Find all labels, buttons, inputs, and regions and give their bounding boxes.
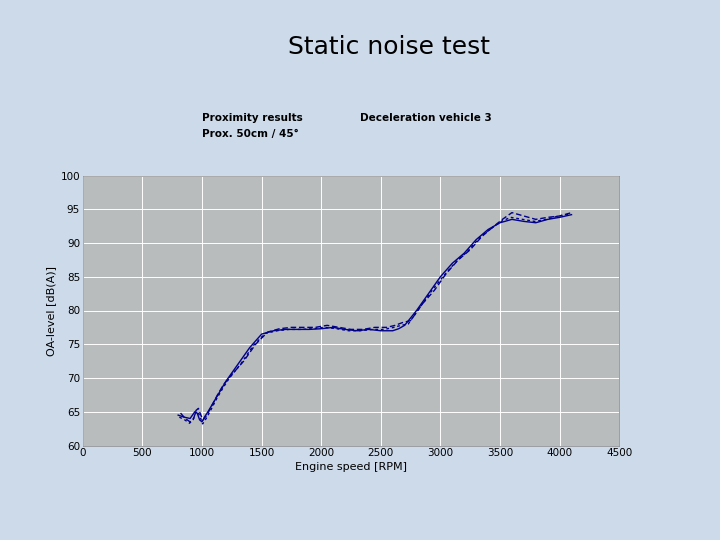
X-axis label: Engine speed [RPM]: Engine speed [RPM] xyxy=(295,462,407,472)
Text: Proximity results: Proximity results xyxy=(202,113,302,124)
Text: Static noise test: Static noise test xyxy=(288,35,490,59)
Y-axis label: OA-level [dB(A)]: OA-level [dB(A)] xyxy=(46,266,56,355)
Text: Deceleration vehicle 3: Deceleration vehicle 3 xyxy=(360,113,492,124)
Text: Prox. 50cm / 45°: Prox. 50cm / 45° xyxy=(202,129,298,139)
